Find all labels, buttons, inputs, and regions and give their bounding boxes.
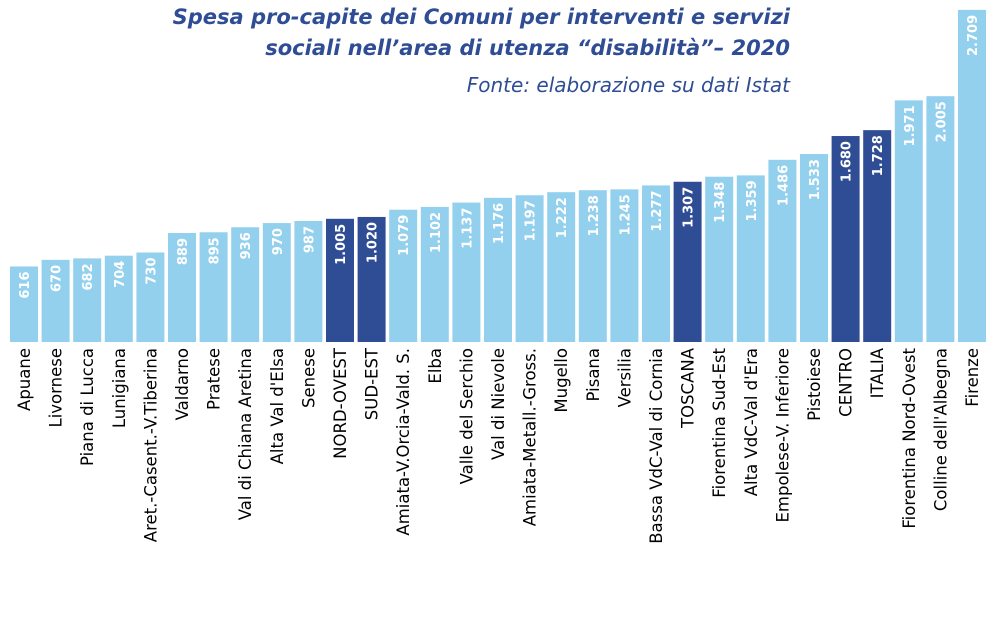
bar xyxy=(294,220,323,342)
x-tick-label: Alta VdC-Val d'Era xyxy=(742,348,761,496)
bar xyxy=(484,197,512,342)
bar xyxy=(800,154,828,342)
x-tick-label: SUD-EST xyxy=(363,347,382,420)
x-tick-label: Mugello xyxy=(552,348,571,413)
value-label: 1.971 xyxy=(903,105,918,146)
bar xyxy=(168,233,196,342)
x-tick-label: TOSCANA xyxy=(679,347,698,429)
x-tick-label: Fiorentina Nord-Ovest xyxy=(900,347,919,528)
bar xyxy=(768,159,797,342)
value-label: 1.348 xyxy=(713,182,728,223)
bar xyxy=(104,255,133,342)
x-tick-label: Val di Chiana Aretina xyxy=(236,348,255,520)
value-label: 895 xyxy=(208,237,223,264)
bar xyxy=(73,258,102,342)
value-label: 1.238 xyxy=(587,195,602,236)
bar xyxy=(673,181,702,342)
value-label: 1.197 xyxy=(524,200,539,241)
x-tick-label: Pratese xyxy=(205,348,224,410)
bar xyxy=(515,195,544,342)
bar xyxy=(831,136,860,342)
value-label: 682 xyxy=(81,263,96,290)
chart-title: sociali nell’area di utenza “disabilità”… xyxy=(265,36,790,60)
bar xyxy=(326,218,354,342)
x-tick-label: Pisana xyxy=(584,348,603,401)
bar xyxy=(926,96,955,342)
bar xyxy=(642,185,670,342)
bar xyxy=(136,252,165,342)
bar xyxy=(10,266,38,342)
x-tick-label: Bassa VdC-Val di Cornia xyxy=(647,348,666,544)
value-label: 1.005 xyxy=(334,224,349,265)
value-label: 987 xyxy=(302,226,317,253)
bar xyxy=(389,209,418,342)
value-label: 2.709 xyxy=(966,15,981,56)
bar xyxy=(452,202,481,342)
x-tick-label: Versilia xyxy=(615,348,634,407)
x-tick-label: Val di Nievole xyxy=(489,348,508,460)
value-label: 1.533 xyxy=(808,159,823,200)
value-label: 1.176 xyxy=(492,203,507,244)
chart-title: Spesa pro-capite dei Comuni per interven… xyxy=(173,5,791,29)
value-label: 1.137 xyxy=(460,208,475,249)
value-label: 970 xyxy=(271,228,286,255)
value-label: 1.079 xyxy=(397,215,412,256)
bar xyxy=(705,176,734,342)
value-label: 1.486 xyxy=(776,165,791,206)
value-label: 1.680 xyxy=(840,141,855,182)
x-tick-label: Valle del Serchio xyxy=(457,348,476,484)
bar xyxy=(41,259,70,342)
x-tick-label: Apuane xyxy=(15,348,34,411)
value-label: 730 xyxy=(144,258,159,285)
bar xyxy=(736,175,765,342)
x-tick-label: Valdarno xyxy=(173,348,192,420)
x-tick-label: Pistoiese xyxy=(805,348,824,421)
x-tick-label: Piana di Lucca xyxy=(78,348,97,466)
value-label: 1.102 xyxy=(429,212,444,253)
value-label: 1.728 xyxy=(871,135,886,176)
value-label: 1.020 xyxy=(366,222,381,263)
value-label: 670 xyxy=(50,265,65,292)
x-tick-label: NORD-OVEST xyxy=(331,347,350,459)
value-label: 889 xyxy=(176,238,191,265)
x-tick-label: ITALIA xyxy=(868,347,887,398)
bar xyxy=(958,9,986,343)
value-label: 704 xyxy=(113,261,128,288)
value-label: 2.005 xyxy=(934,101,949,142)
x-tick-label: Empolese-V. Inferiore xyxy=(773,348,792,523)
chart-subtitle: Fonte: elaborazione su dati Istat xyxy=(467,73,791,97)
x-tick-label: Elba xyxy=(426,348,445,384)
bar xyxy=(357,216,386,342)
value-label: 1.245 xyxy=(618,194,633,235)
value-label: 1.222 xyxy=(555,197,570,238)
x-tick-label: Livornese xyxy=(47,348,66,428)
bar xyxy=(199,232,228,342)
bar xyxy=(231,227,260,342)
bar xyxy=(894,100,923,342)
value-label: 1.277 xyxy=(650,190,665,231)
bar xyxy=(578,190,607,342)
x-tick-label: Aret.-Casent.-V.Tiberina xyxy=(141,348,160,542)
x-tick-label: Senese xyxy=(299,348,318,408)
x-tick-label: CENTRO xyxy=(837,348,856,417)
bar xyxy=(262,223,291,342)
x-tick-label: Alta Val d'Elsa xyxy=(268,348,287,464)
x-tick-label: Amiata-Metall.-Gross. xyxy=(521,348,540,526)
bar xyxy=(610,189,639,342)
value-label: 1.359 xyxy=(745,180,760,221)
x-tick-label: Colline dell'Albegna xyxy=(931,348,950,511)
x-tick-label: Lunigiana xyxy=(110,348,129,428)
x-tick-label: Fiorentina Sud-Est xyxy=(710,347,729,497)
value-label: 616 xyxy=(18,271,33,298)
bar xyxy=(420,206,449,342)
bar xyxy=(547,192,576,342)
value-label: 936 xyxy=(239,232,254,259)
x-tick-label: Amiata-V.Orcia-Vald. S. xyxy=(394,348,413,536)
bar xyxy=(863,130,892,342)
value-label: 1.307 xyxy=(682,187,697,228)
x-tick-label: Firenze xyxy=(963,348,982,407)
